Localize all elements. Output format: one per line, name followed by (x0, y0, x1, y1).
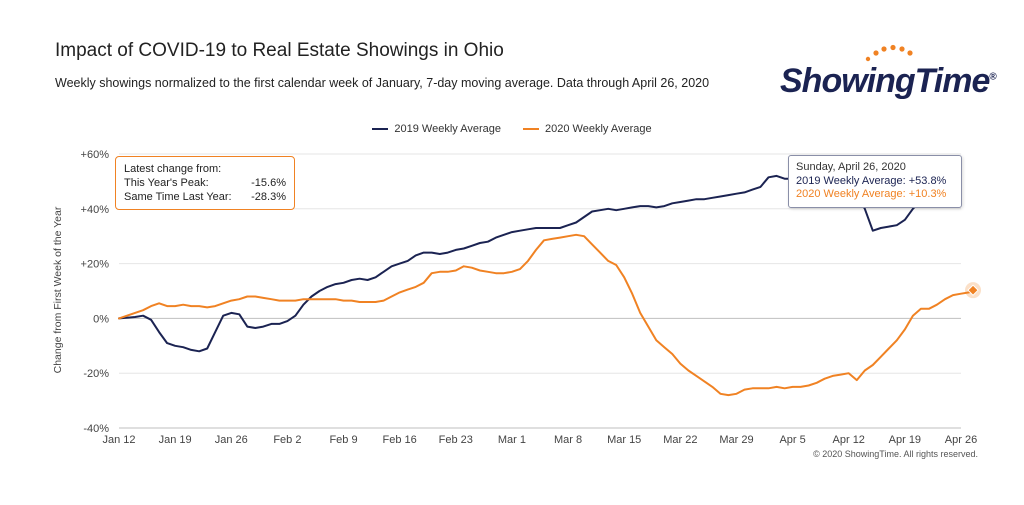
legend-swatch-2019 (372, 128, 389, 130)
chart-legend: 2019 Weekly Average 2020 Weekly Average (0, 123, 1024, 135)
last-year-change-value: -28.3% (251, 191, 286, 203)
peak-change-label: This Year's Peak: (124, 177, 209, 189)
legend-item-2019[interactable]: 2019 Weekly Average (372, 123, 501, 135)
x-tick-label: Feb 9 (329, 434, 357, 446)
x-tick-label: Feb 2 (273, 434, 301, 446)
y-tick-label: +20% (81, 259, 110, 271)
tooltip-date: Sunday, April 26, 2020 (796, 161, 906, 173)
last-year-change-label: Same Time Last Year: (124, 191, 232, 203)
legend-label-2019: 2019 Weekly Average (394, 123, 501, 135)
tooltip-2020-value: 2020 Weekly Average: +10.3% (796, 188, 947, 200)
x-tick-label: Mar 8 (554, 434, 582, 446)
x-tick-label: Apr 5 (779, 434, 805, 446)
chart-subtitle: Weekly showings normalized to the first … (55, 76, 710, 90)
x-tick-label: Jan 19 (159, 434, 192, 446)
chart-title: Impact of COVID-19 to Real Estate Showin… (55, 40, 504, 61)
legend-label-2020: 2020 Weekly Average (545, 123, 652, 135)
y-tick-label: -40% (83, 423, 109, 435)
marker-2020 (967, 284, 979, 296)
tooltip-2019-value: 2019 Weekly Average: +53.8% (796, 174, 947, 187)
x-tick-label: Mar 1 (498, 434, 526, 446)
y-tick-label: +40% (81, 204, 110, 216)
x-tick-label: Apr 12 (833, 434, 865, 446)
x-tick-label: Mar 15 (607, 434, 641, 446)
x-tick-label: Jan 26 (215, 434, 248, 446)
showingtime-logo: ShowingTime® (780, 44, 997, 108)
legend-swatch-2020 (523, 128, 539, 130)
last-year-change-row: Same Time Last Year: -28.3% (124, 190, 286, 204)
x-tick-label: Apr 19 (889, 434, 921, 446)
x-tick-label: Jan 12 (102, 434, 135, 446)
x-tick-label: Feb 16 (383, 434, 417, 446)
legend-item-2020[interactable]: 2020 Weekly Average (523, 123, 652, 135)
y-tick-label: -20% (83, 368, 109, 380)
latest-change-heading: Latest change from: (124, 163, 222, 175)
copyright-notice: © 2020 ShowingTime. All rights reserved. (813, 449, 978, 459)
x-tick-label: Mar 22 (663, 434, 697, 446)
peak-change-value: -15.6% (251, 177, 286, 189)
x-tick-label: Mar 29 (719, 434, 753, 446)
x-tick-label: Feb 23 (439, 434, 473, 446)
y-tick-label: +60% (81, 149, 110, 161)
x-tick-label: Apr 26 (945, 434, 977, 446)
hover-tooltip: Sunday, April 26, 2020 2019 Weekly Avera… (788, 155, 962, 208)
series-line-2020 (118, 233, 974, 397)
logo-sun-icon (865, 44, 913, 62)
peak-change-row: This Year's Peak: -15.6% (124, 176, 286, 190)
logo-wordmark: ShowingTime® (780, 62, 997, 100)
latest-change-box: Latest change from: This Year's Peak: -1… (115, 156, 295, 210)
y-tick-label: 0% (93, 313, 109, 325)
